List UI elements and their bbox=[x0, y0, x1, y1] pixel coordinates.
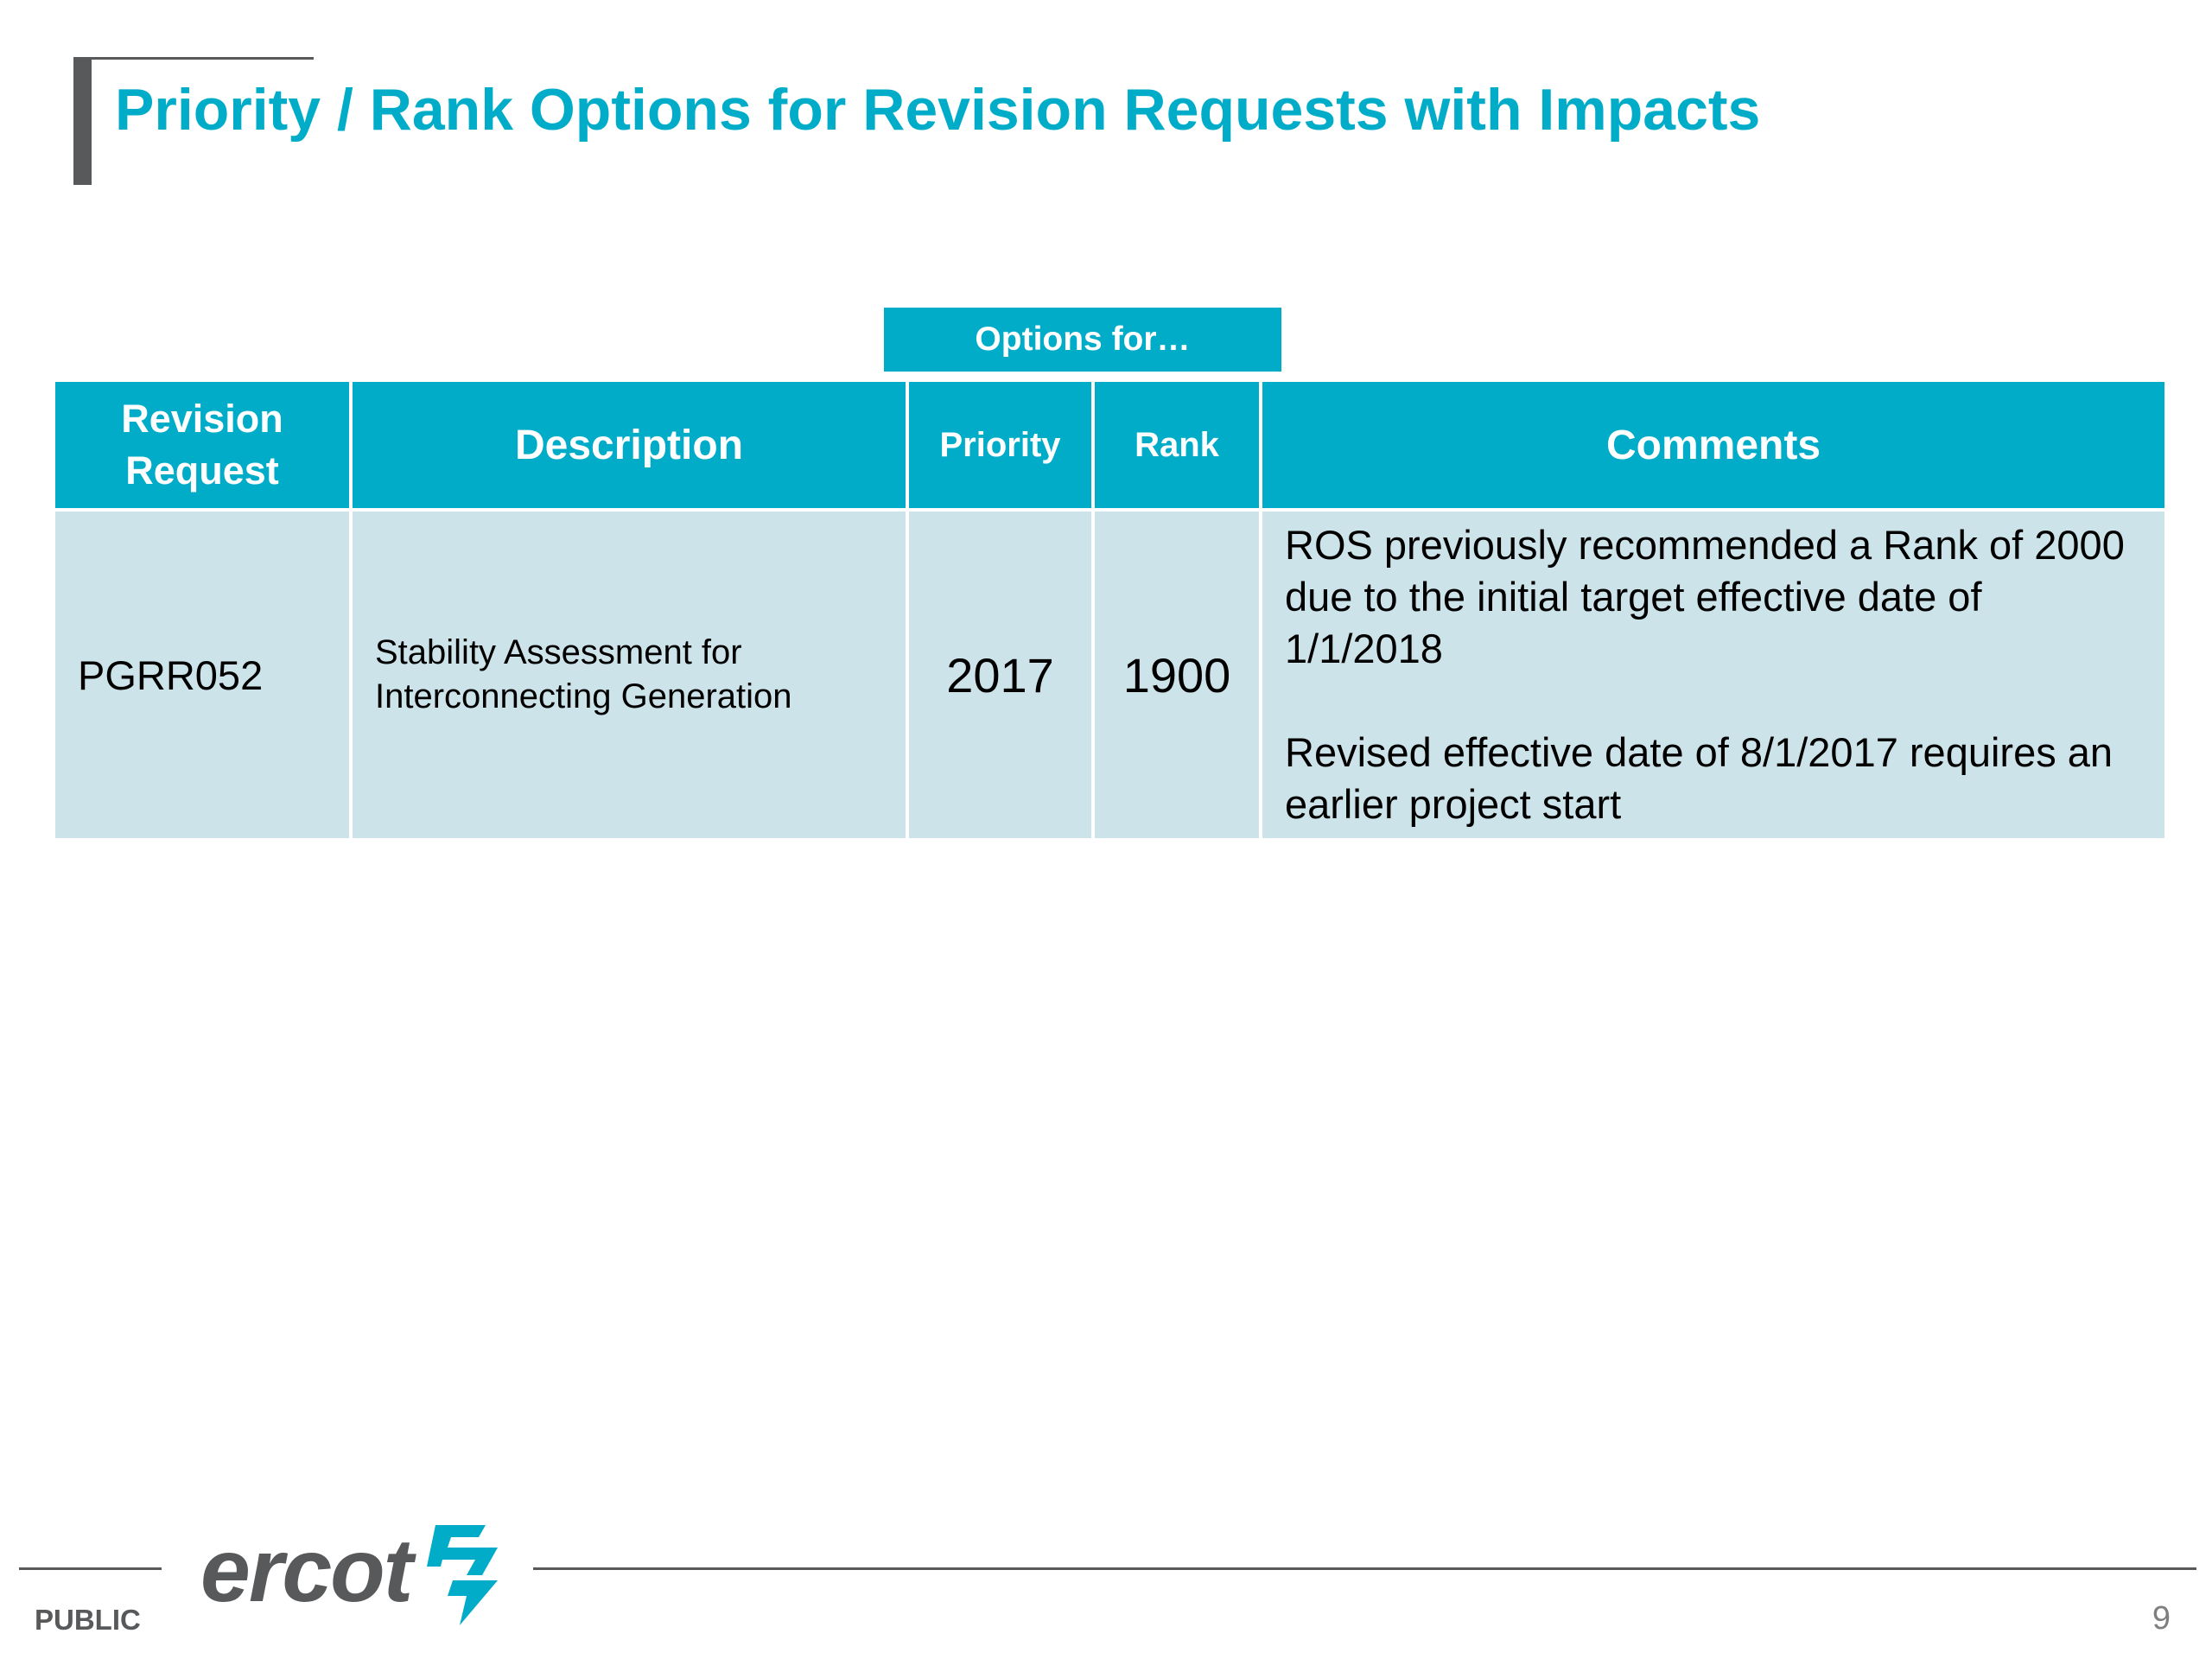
table-header-row: Revision Request Description Priority Ra… bbox=[55, 382, 2164, 508]
title-bracket-top bbox=[73, 57, 314, 60]
logo-wordmark: ercot bbox=[200, 1520, 413, 1621]
classification-label: PUBLIC bbox=[35, 1604, 141, 1636]
cell-revision-request: PGRR052 bbox=[55, 512, 349, 838]
page-number: 9 bbox=[2152, 1600, 2171, 1637]
revision-requests-table: Revision Request Description Priority Ra… bbox=[52, 378, 2168, 842]
options-for-label: Options for… bbox=[884, 308, 1281, 372]
header-revision-request: Revision Request bbox=[55, 382, 349, 508]
header-priority: Priority bbox=[909, 382, 1091, 508]
footer-divider-left bbox=[19, 1567, 162, 1570]
cell-priority: 2017 bbox=[909, 512, 1091, 838]
cell-rank: 1900 bbox=[1095, 512, 1259, 838]
cell-description: Stability Assessment for Interconnecting… bbox=[353, 512, 906, 838]
comment-paragraph: Revised effective date of 8/1/2017 requi… bbox=[1285, 729, 2113, 827]
ercot-logo: ercot bbox=[200, 1510, 505, 1631]
header-rank: Rank bbox=[1095, 382, 1259, 508]
options-for-text: Options for… bbox=[975, 321, 1191, 358]
table-row: PGRR052 Stability Assessment for Interco… bbox=[55, 512, 2164, 838]
page-title: Priority / Rank Options for Revision Req… bbox=[115, 77, 1761, 143]
header-comments: Comments bbox=[1262, 382, 2164, 508]
cell-comments: ROS previously recommended a Rank of 200… bbox=[1262, 512, 2164, 838]
header-description: Description bbox=[353, 382, 906, 508]
footer-divider-right bbox=[533, 1567, 2196, 1570]
title-bracket-side bbox=[73, 57, 92, 185]
lightning-bolt-icon bbox=[427, 1525, 499, 1625]
comment-paragraph: ROS previously recommended a Rank of 200… bbox=[1285, 522, 2125, 671]
